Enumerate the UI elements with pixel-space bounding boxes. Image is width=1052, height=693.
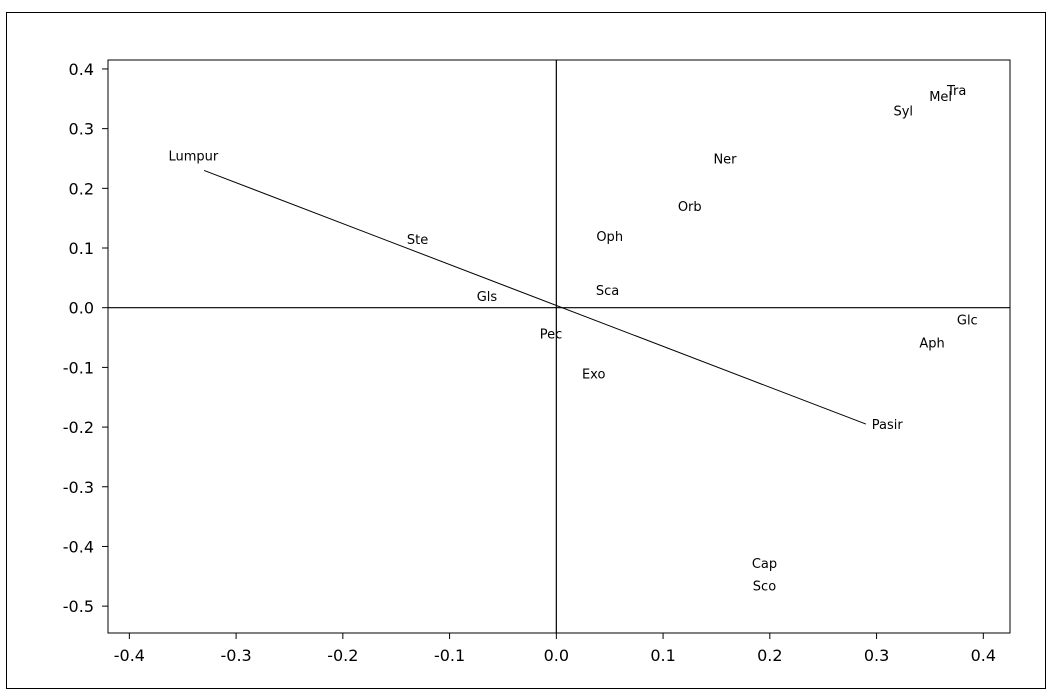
y-tick-label: 0.1	[69, 239, 94, 258]
point-label-aph: Aph	[919, 336, 944, 351]
vector-line	[203, 169, 867, 425]
x-tick-label: -0.3	[220, 646, 251, 665]
ordination-plot: -0.4 -0.3 -0.2 -0.1 0.0 0.1 0.2 0.3 0.4 0.40.30.…	[63, 59, 1011, 665]
y-tick-label: 0.2	[69, 179, 94, 198]
x-tick-label: -0.4	[114, 646, 145, 665]
point-label-pec: Pec	[540, 327, 563, 342]
y-tick-label: 0.4	[69, 60, 94, 79]
y-tick-label: -0.5	[63, 597, 94, 616]
environment-vector	[203, 169, 867, 425]
point-label-gls: Gls	[477, 290, 498, 305]
reference-lines	[108, 60, 1010, 633]
x-tick-label: 0.2	[757, 646, 782, 665]
y-tick-label: -0.2	[63, 418, 94, 437]
point-label-oph: Oph	[596, 230, 623, 245]
point-label-sca: Sca	[596, 284, 619, 299]
y-tick-label: -0.3	[63, 478, 94, 497]
point-label-lumpur: Lumpur	[169, 150, 219, 165]
plot-area	[107, 59, 1011, 634]
x-axis: -0.4 -0.3 -0.2 -0.1 0.0 0.1 0.2 0.3 0.4	[114, 633, 996, 665]
y-tick-label: 0.3	[69, 120, 94, 139]
x-tick-label: -0.1	[434, 646, 465, 665]
point-label-ner: Ner	[713, 152, 737, 167]
point-label-pasir: Pasir	[872, 418, 904, 433]
point-label-sco: Sco	[753, 579, 776, 594]
point-label-mel: Mel	[929, 90, 952, 105]
y-tick-label: 0.0	[69, 299, 94, 318]
x-tick-label: 0.4	[971, 646, 996, 665]
point-label-syl: Syl	[893, 105, 913, 120]
x-tick-label: 0.3	[864, 646, 889, 665]
y-tick-label: -0.1	[63, 358, 94, 377]
x-tick-label: 0.1	[650, 646, 675, 665]
chart-frame: -0.4 -0.3 -0.2 -0.1 0.0 0.1 0.2 0.3 0.4 0.4 0.3 0.…	[6, 12, 1046, 689]
x-tick-label: 0.0	[544, 646, 569, 665]
point-label-exo: Exo	[582, 367, 606, 382]
y-axis: 0.4 0.3 0.2 0.1 0.0 -0.1 -0.2 -0.3 -0.4 -0.5	[63, 60, 108, 616]
point-label-glc: Glc	[957, 314, 978, 329]
y-tick-label: -0.4	[63, 537, 94, 556]
point-label-cap: Cap	[752, 557, 777, 572]
x-tick-label: -0.2	[327, 646, 358, 665]
point-label-orb: Orb	[678, 200, 702, 215]
point-label-ste: Ste	[407, 233, 428, 248]
point-label-tra: Tra	[946, 84, 966, 99]
